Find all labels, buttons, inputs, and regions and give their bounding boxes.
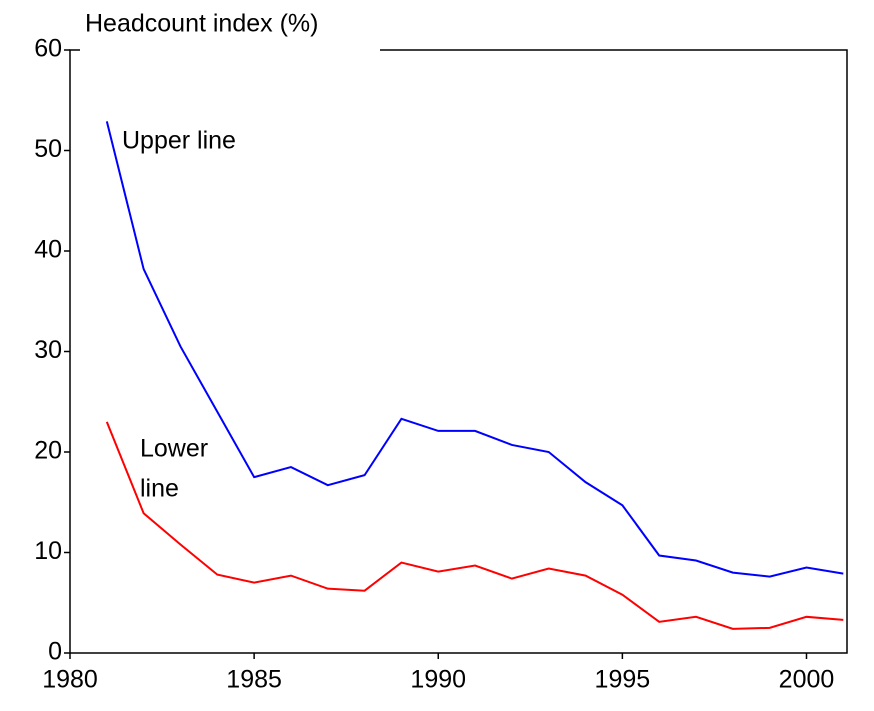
series-line	[105, 121, 844, 578]
series-annotation: Upper line	[122, 127, 236, 155]
x-tick-label: 2000	[779, 666, 835, 694]
series-annotation: line	[140, 475, 179, 503]
chart-title: Headcount index (%)	[85, 10, 318, 38]
y-tick-label: 30	[34, 336, 62, 364]
x-tick-label: 1980	[42, 666, 98, 694]
y-tick-label: 50	[34, 135, 62, 163]
y-tick-label: 0	[48, 638, 62, 666]
y-tick-label: 10	[34, 537, 62, 565]
x-tick-label: 1985	[226, 666, 282, 694]
y-tick-label: 40	[34, 236, 62, 264]
x-tick-label: 1990	[410, 666, 466, 694]
y-tick-label: 20	[34, 437, 62, 465]
title-backdrop	[80, 8, 380, 52]
y-tick-label: 60	[34, 35, 62, 63]
series-annotation: Lower	[140, 435, 208, 463]
series-line	[105, 421, 844, 630]
x-tick-label: 1995	[595, 666, 651, 694]
